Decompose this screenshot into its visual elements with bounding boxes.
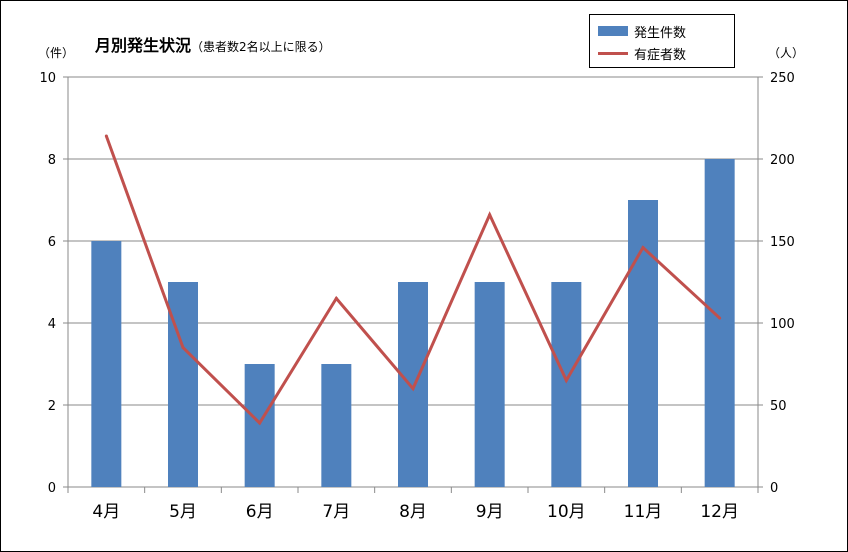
bar (551, 282, 582, 487)
chart-title: 月別発生状況（患者数2名以上に限る） (95, 32, 331, 56)
chart-subtitle: （患者数2名以上に限る） (191, 40, 331, 54)
bar (244, 364, 275, 487)
line-point (334, 296, 338, 300)
right-axis-tick-label: 100 (770, 317, 795, 332)
left-axis-tick-label: 6 (48, 235, 56, 250)
right-axis-tick-label: 250 (770, 71, 795, 86)
line-point (488, 213, 492, 217)
left-axis-tick-label: 2 (48, 399, 56, 414)
chart-legend: 発生件数 有症者数 (589, 14, 735, 68)
chart-title-main: 月別発生状況 (95, 36, 192, 55)
right-axis-tick-label: 150 (770, 235, 795, 250)
legend-label-bar-series: 発生件数 (634, 25, 687, 41)
line-point (104, 134, 108, 138)
x-axis-tick-label: 9月 (476, 502, 504, 522)
left-axis-tick-label: 4 (48, 317, 56, 332)
legend-swatch-bar (598, 26, 628, 36)
bar (474, 282, 505, 487)
x-axis-tick-label: 7月 (322, 502, 350, 522)
x-axis-tick-label: 6月 (246, 502, 274, 522)
x-axis-tick-label: 11月 (624, 502, 663, 522)
x-axis-tick-label: 4月 (92, 502, 120, 522)
left-axis-tick-label: 8 (48, 153, 56, 168)
bar (628, 200, 658, 487)
line-point (718, 316, 722, 320)
right-axis-tick-label: 200 (770, 153, 795, 168)
x-axis-tick-label: 5月 (169, 502, 197, 522)
legend-swatch-line (598, 51, 628, 55)
bar (321, 364, 352, 487)
line-point (258, 421, 262, 425)
x-axis-tick-label: 12月 (700, 502, 739, 522)
right-axis-tick-label: 0 (770, 481, 778, 496)
left-axis-tick-label: 10 (39, 71, 56, 86)
right-axis-tick-label: 50 (770, 399, 787, 414)
x-axis-tick-label: 8月 (399, 502, 427, 522)
line-point (411, 387, 415, 391)
bar (704, 159, 735, 487)
legend-item-line-series: 有症者数 (598, 44, 687, 63)
x-axis-tick-label: 10月 (547, 502, 586, 522)
legend-item-bar-series: 発生件数 (598, 22, 687, 41)
bar (91, 241, 122, 487)
left-axis-unit: （件） (38, 46, 75, 60)
line-point (641, 246, 645, 250)
right-axis-unit: （人） (768, 46, 805, 60)
bar (168, 282, 198, 487)
legend-label-line-series: 有症者数 (634, 47, 687, 63)
left-axis-tick-label: 0 (48, 481, 56, 496)
line-point (564, 378, 568, 382)
line-point (181, 346, 185, 350)
bar (398, 282, 428, 487)
